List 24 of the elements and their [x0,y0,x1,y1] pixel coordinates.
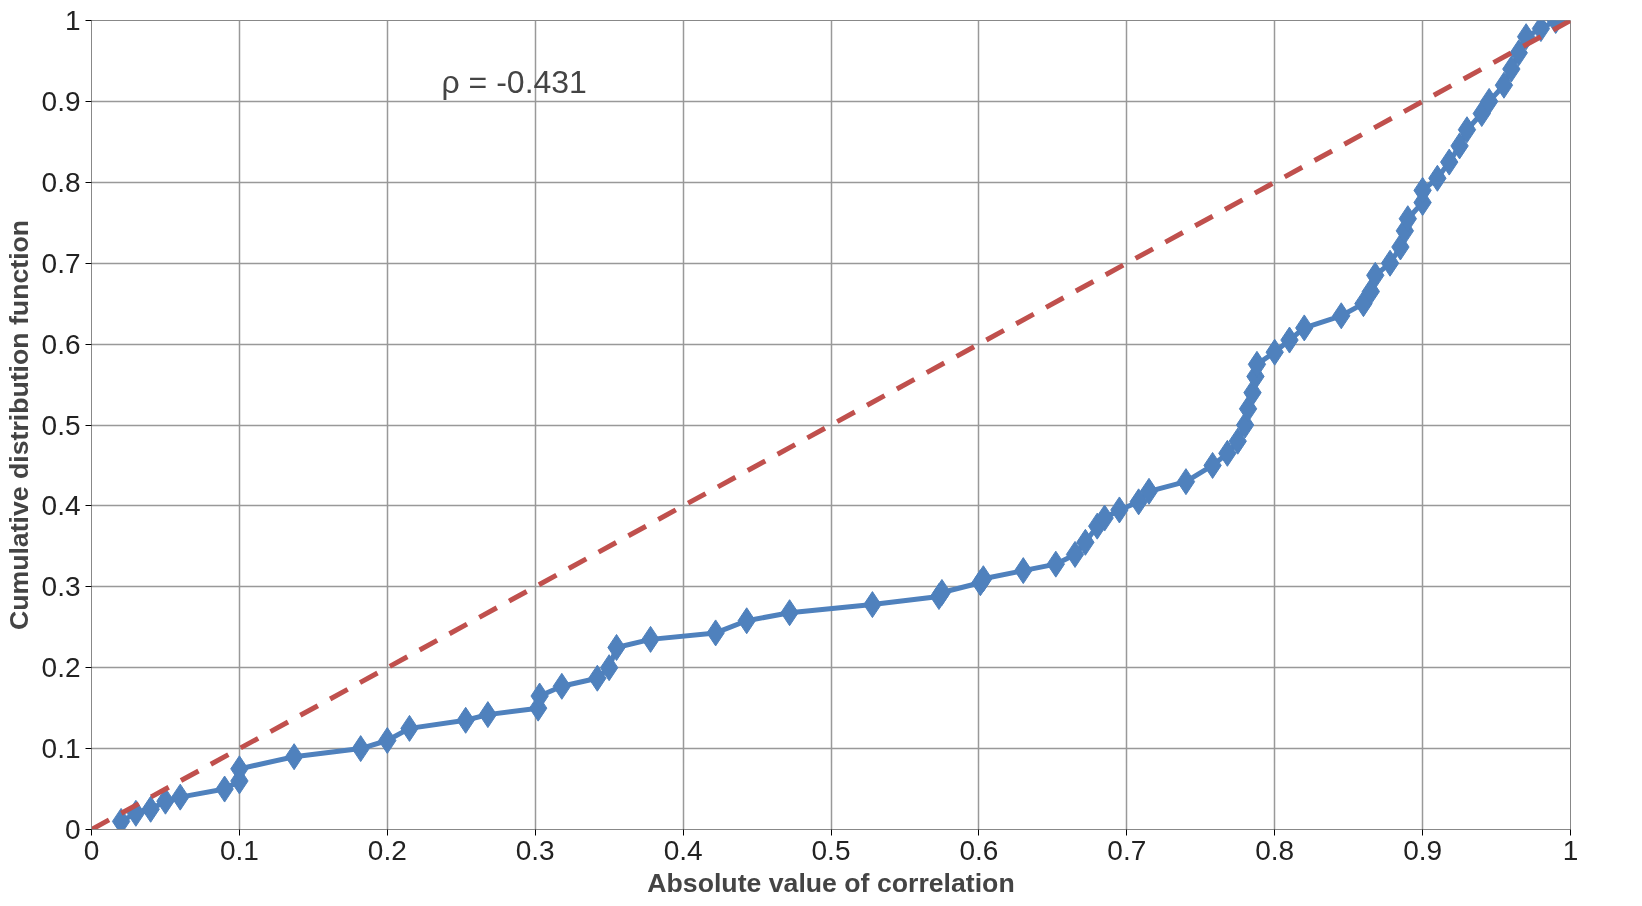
y-tick-label: 0.4 [41,490,81,522]
x-tick-label: 1 [1562,834,1579,866]
y-tick-label: 0.2 [41,652,81,684]
x-tick-label: 0.8 [1255,834,1295,866]
y-tick-label: 0.3 [41,571,81,603]
x-tick-label: 0.2 [367,834,407,866]
y-tick-label: 0.5 [41,409,81,441]
x-tick-label: 0.6 [959,834,999,866]
y-tick-label: 0.7 [41,247,81,279]
x-tick-label: 0.4 [663,834,703,866]
y-tick-label: 0 [64,814,81,845]
x-tick-label: 0.9 [1403,834,1443,866]
annotation: ρ = -0.431 [441,63,587,100]
x-axis-title: Absolute value of correlation [647,867,1015,898]
y-tick-label: 0.8 [41,166,81,198]
x-tick-label: 0.5 [811,834,851,866]
y-tick-label: 1 [64,5,81,36]
y-tick-label: 0.9 [41,85,81,117]
x-tick-label: 0.3 [515,834,555,866]
x-tick-label: 0.7 [1107,834,1147,866]
x-tick-label: 0.1 [219,834,259,866]
y-tick-label: 0.1 [41,733,81,765]
y-axis-title: Cumulative distribution function [3,219,34,631]
y-tick-label: 0.6 [41,328,81,360]
